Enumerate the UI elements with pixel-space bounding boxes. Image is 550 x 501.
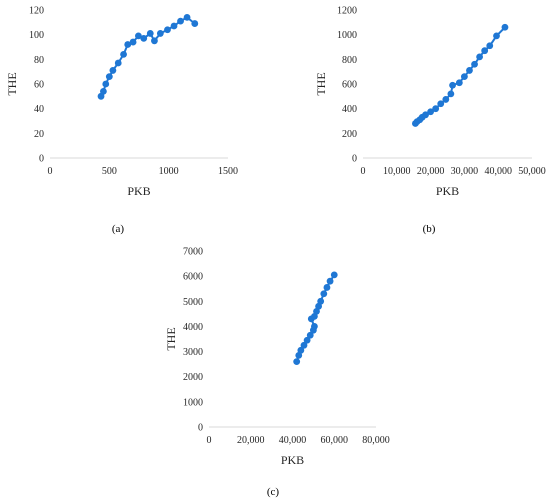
x-tick-label: 1000 <box>159 166 179 177</box>
data-point <box>461 73 468 80</box>
data-point <box>183 14 191 21</box>
data-point <box>326 277 334 285</box>
y-tick-label: 40 <box>34 104 44 115</box>
y-axis-label: THE <box>314 72 328 95</box>
data-point <box>317 297 325 305</box>
y-tick-label: 2000 <box>183 372 203 383</box>
data-point <box>191 20 199 27</box>
data-point <box>170 22 178 30</box>
data-point <box>320 290 328 298</box>
x-tick-label: 0 <box>361 166 366 177</box>
data-point <box>476 53 484 61</box>
y-tick-label: 60 <box>34 80 44 91</box>
data-point <box>330 271 338 279</box>
data-point <box>442 96 450 103</box>
data-point <box>146 30 154 37</box>
chart-panel-2: 0 20,000 40,000 60,000 80,000 0 1000 2000 3000 40… <box>164 247 390 499</box>
x-axis-label: PKB <box>127 184 150 198</box>
data-point <box>105 73 113 80</box>
data-point <box>427 108 434 116</box>
y-tick-label: 120 <box>29 6 44 17</box>
y-axis-label: THE <box>164 327 178 350</box>
x-tick-label: 500 <box>102 166 117 177</box>
data-point <box>432 105 440 113</box>
x-axis-label: PKB <box>436 184 459 198</box>
y-tick-label: 5000 <box>183 297 203 308</box>
x-tick-label: 0 <box>48 166 53 177</box>
chart-panel-1: 0 10,000 20,000 30,000 40,000 50,000 0 200 400 60… <box>314 6 546 236</box>
data-point <box>449 81 456 89</box>
data-point <box>151 37 158 45</box>
panel-label: (a) <box>112 223 125 235</box>
y-tick-label: 80 <box>34 55 44 66</box>
data-point <box>100 88 107 95</box>
y-tick-label: 0 <box>39 154 44 165</box>
data-point <box>323 284 331 291</box>
y-tick-label: 0 <box>352 154 357 165</box>
x-tick-label: 0 <box>207 435 212 446</box>
x-tick-label: 80,000 <box>362 435 390 446</box>
data-point <box>306 331 314 339</box>
y-tick-label: 4000 <box>183 322 203 333</box>
chart-panel-0: 0 500 1000 1500 0 20 40 60 80 100 120 PKB THE (a) <box>5 6 238 236</box>
y-tick-label: 200 <box>342 129 357 140</box>
x-tick-label: 10,000 <box>383 166 411 177</box>
y-axis-label: THE <box>5 72 19 95</box>
y-tick-label: 1000 <box>183 397 203 408</box>
data-point <box>311 323 318 330</box>
y-tick-label: 1000 <box>337 30 357 41</box>
data-point <box>135 32 142 40</box>
data-point <box>501 23 509 31</box>
x-tick-label: 40,000 <box>484 166 512 177</box>
x-tick-label: 40,000 <box>279 435 307 446</box>
series-line <box>100 16 196 97</box>
data-point <box>114 59 122 67</box>
y-tick-label: 600 <box>342 80 357 91</box>
y-tick-label: 7000 <box>183 247 203 258</box>
data-point <box>156 30 164 37</box>
data-point <box>437 100 445 108</box>
data-point <box>140 34 148 42</box>
y-tick-label: 20 <box>34 129 44 140</box>
y-tick-label: 0 <box>198 423 203 434</box>
data-point <box>120 51 127 58</box>
panel-label: (b) <box>423 223 436 235</box>
data-point <box>293 358 301 366</box>
data-point <box>300 341 308 349</box>
y-tick-label: 1200 <box>337 6 357 17</box>
x-tick-label: 50,000 <box>518 166 546 177</box>
y-tick-label: 800 <box>342 55 357 66</box>
data-point <box>164 26 171 34</box>
data-point <box>129 38 137 46</box>
x-tick-label: 20,000 <box>417 166 445 177</box>
y-tick-label: 6000 <box>183 272 203 283</box>
y-tick-label: 3000 <box>183 347 203 358</box>
x-tick-label: 60,000 <box>321 435 349 446</box>
data-point <box>466 67 473 74</box>
data-point <box>493 32 500 40</box>
data-point <box>109 67 117 74</box>
data-point <box>102 80 110 88</box>
data-point <box>297 346 305 354</box>
data-point <box>455 79 463 87</box>
data-point <box>481 47 489 55</box>
x-axis-label: PKB <box>281 453 304 467</box>
panel-label: (c) <box>267 486 280 498</box>
x-tick-label: 30,000 <box>451 166 479 177</box>
y-tick-label: 400 <box>342 104 357 115</box>
x-tick-label: 1500 <box>218 166 238 177</box>
data-point <box>124 41 132 48</box>
data-point <box>447 90 455 98</box>
x-tick-label: 20,000 <box>237 435 265 446</box>
data-point <box>471 60 478 68</box>
data-point <box>177 17 184 25</box>
data-point <box>486 42 494 50</box>
data-point <box>303 336 311 344</box>
data-point <box>422 111 429 119</box>
y-tick-label: 100 <box>29 30 44 41</box>
